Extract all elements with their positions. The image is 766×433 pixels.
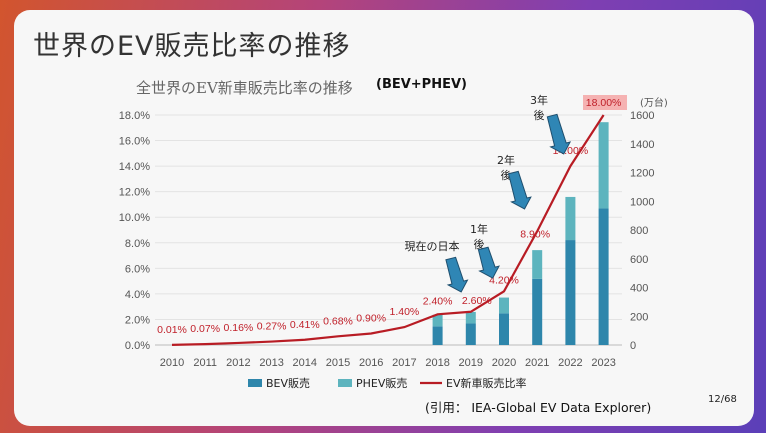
legend-swatch: [338, 379, 352, 387]
chart-title: 全世界のEV新車販売比率の推移: [136, 79, 353, 97]
data-label: 4.20%: [489, 274, 519, 286]
data-label: 2.40%: [423, 295, 453, 307]
data-label: 8.90%: [520, 228, 550, 240]
data-label: 2.60%: [462, 295, 492, 307]
left-axis-tick: 18.0%: [119, 110, 150, 122]
data-label: 0.01%: [157, 324, 187, 336]
annotation-arrow-icon: [546, 113, 572, 155]
left-axis-tick: 2.0%: [125, 314, 150, 326]
line-ev-ratio: [171, 114, 605, 346]
right-axis-unit: (万台): [640, 96, 668, 109]
source-citation: (引用： IEA-Global EV Data Explorer): [425, 400, 652, 415]
left-axis-tick: 0.0%: [125, 340, 150, 352]
x-axis-tick: 2022: [558, 357, 582, 369]
data-label: 0.68%: [323, 315, 353, 327]
x-axis-tick: 2017: [392, 357, 416, 369]
annotation-arrow-icon: [477, 246, 500, 279]
x-axis-tick: 2012: [226, 357, 250, 369]
x-axis-tick: 2016: [359, 357, 383, 369]
right-axis-tick: 0: [630, 340, 636, 352]
bar-bev: [465, 323, 476, 345]
x-axis-tick: 2014: [293, 357, 317, 369]
bar-phev: [598, 122, 609, 209]
data-label: 0.16%: [224, 322, 254, 334]
right-axis-tick: 800: [630, 225, 648, 237]
right-axis-tick: 400: [630, 283, 648, 295]
left-axis-tick: 4.0%: [125, 289, 150, 301]
legend-label: EV新車販売比率: [446, 376, 526, 390]
legend-swatch: [248, 379, 262, 387]
x-axis-tick: 2015: [326, 357, 350, 369]
data-label: 18.00%: [586, 97, 622, 109]
bar-bev: [565, 240, 576, 345]
bar-phev: [565, 196, 576, 241]
left-axis-tick: 14.0%: [119, 161, 150, 173]
annotation-arrow-icon: [445, 256, 469, 293]
left-axis-tick: 8.0%: [125, 238, 150, 250]
bar-bev: [598, 208, 609, 345]
x-axis-tick: 2021: [525, 357, 549, 369]
right-axis-tick: 1200: [630, 168, 654, 180]
data-label: 0.90%: [356, 313, 386, 325]
annotation-label: 後: [534, 108, 545, 122]
x-axis-tick: 2019: [459, 357, 483, 369]
bar-bev: [532, 278, 543, 345]
left-axis-tick: 6.0%: [125, 263, 150, 275]
left-axis-tick: 16.0%: [119, 136, 150, 148]
right-axis-tick: 1000: [630, 196, 654, 208]
right-axis-tick: 200: [630, 311, 648, 323]
right-axis-tick: 1400: [630, 139, 654, 151]
annotation-arrow-icon: [507, 170, 532, 210]
annotation-label: 1年: [470, 222, 488, 236]
bar-phev: [499, 297, 509, 314]
x-axis-tick: 2010: [160, 357, 184, 369]
left-axis-tick: 12.0%: [119, 187, 150, 199]
data-label: 1.40%: [390, 306, 420, 318]
data-label: 0.27%: [257, 321, 287, 333]
annotation-label: 現在の日本: [405, 239, 460, 253]
annotation-label: 2年: [497, 153, 515, 167]
data-label: 0.41%: [290, 319, 320, 331]
x-axis-tick: 2018: [425, 357, 449, 369]
right-axis-tick: 600: [630, 254, 648, 266]
legend-label: BEV販売: [266, 377, 310, 390]
label-highlight: [583, 95, 627, 110]
slide-title: 世界のEV販売比率の推移: [33, 31, 351, 62]
x-axis-tick: 2011: [193, 357, 217, 369]
data-label: 0.07%: [190, 323, 220, 335]
bar-bev: [499, 313, 509, 345]
chart-subtitle: (BEV+PHEV): [376, 77, 467, 92]
x-axis-tick: 2020: [492, 357, 516, 369]
legend-label: PHEV販売: [356, 377, 407, 390]
page-number: 12/68: [708, 394, 737, 405]
x-axis-tick: 2013: [259, 357, 283, 369]
left-axis-tick: 10.0%: [119, 212, 150, 224]
annotation-label: 後: [474, 237, 485, 251]
bar-bev: [432, 326, 443, 345]
x-axis-tick: 2023: [591, 357, 615, 369]
slide: [14, 10, 754, 426]
right-axis-tick: 1600: [630, 110, 654, 122]
bar-phev: [432, 314, 443, 327]
annotation-label: 後: [501, 168, 512, 182]
bar-phev: [465, 311, 476, 324]
annotation-label: 3年: [530, 93, 548, 107]
bar-phev: [532, 250, 543, 279]
